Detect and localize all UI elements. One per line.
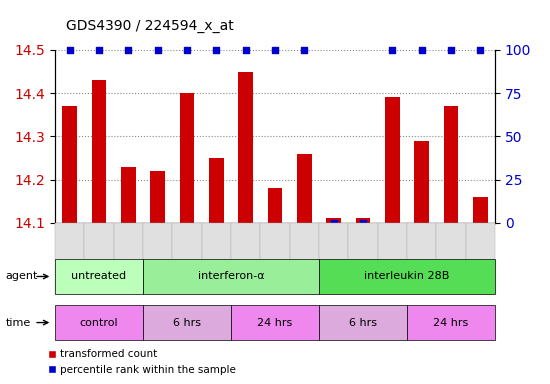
Text: control: control <box>80 318 118 328</box>
Bar <box>326 218 341 223</box>
Bar <box>473 197 488 223</box>
Bar <box>150 171 165 223</box>
Text: time: time <box>6 318 31 328</box>
Point <box>124 47 133 53</box>
Point <box>447 47 455 53</box>
Point <box>300 47 309 53</box>
Text: 6 hrs: 6 hrs <box>349 318 377 328</box>
Text: interferon-α: interferon-α <box>197 271 265 281</box>
Point <box>476 47 485 53</box>
Point <box>329 220 338 226</box>
Point <box>388 47 397 53</box>
Point <box>271 47 279 53</box>
Text: GDS4390 / 224594_x_at: GDS4390 / 224594_x_at <box>66 19 234 33</box>
Point <box>417 47 426 53</box>
Bar <box>92 80 106 223</box>
Point <box>183 47 191 53</box>
Legend: transformed count, percentile rank within the sample: transformed count, percentile rank withi… <box>43 345 240 379</box>
Bar <box>121 167 136 223</box>
Text: untreated: untreated <box>72 271 126 281</box>
Bar <box>444 106 458 223</box>
Point <box>95 47 103 53</box>
Bar <box>414 141 429 223</box>
Bar <box>209 158 224 223</box>
Bar <box>385 98 400 223</box>
Text: agent: agent <box>6 271 38 281</box>
Bar <box>268 188 282 223</box>
Text: 6 hrs: 6 hrs <box>173 318 201 328</box>
Point <box>241 47 250 53</box>
Point <box>65 47 74 53</box>
Bar <box>297 154 312 223</box>
Point <box>359 220 367 226</box>
Point <box>212 47 221 53</box>
Text: 24 hrs: 24 hrs <box>433 318 469 328</box>
Text: 24 hrs: 24 hrs <box>257 318 293 328</box>
Bar <box>238 71 253 223</box>
Text: interleukin 28B: interleukin 28B <box>364 271 450 281</box>
Point <box>153 47 162 53</box>
Bar <box>180 93 194 223</box>
Bar <box>62 106 77 223</box>
Bar <box>356 218 370 223</box>
